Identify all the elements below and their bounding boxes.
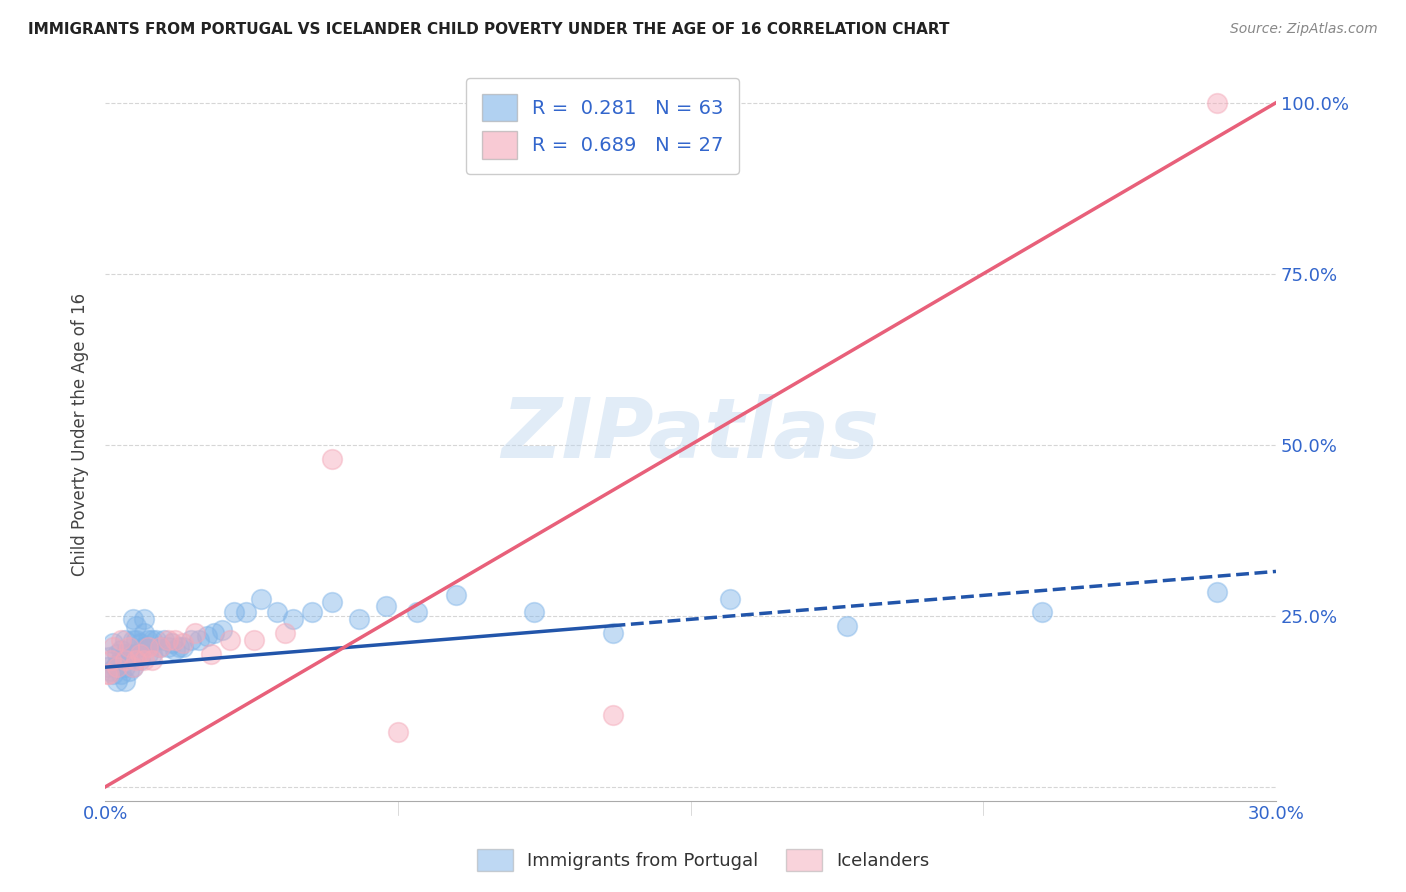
Point: [98, 649, 121, 664]
Point: [136, 640, 159, 654]
Point: [134, 612, 156, 626]
Point: [187, 632, 209, 647]
Point: [141, 647, 163, 661]
Point: [100, 664, 122, 678]
Point: [110, 667, 132, 681]
Point: [121, 660, 143, 674]
Point: [129, 647, 152, 661]
Point: [134, 640, 156, 654]
Point: [195, 629, 218, 643]
Point: [321, 451, 343, 466]
Point: [274, 626, 297, 640]
Point: [98, 667, 121, 681]
Point: [242, 632, 264, 647]
Point: [136, 647, 159, 661]
Point: [523, 606, 546, 620]
Point: [136, 632, 159, 647]
Point: [160, 636, 183, 650]
Point: [211, 623, 233, 637]
Y-axis label: Child Poverty Under the Age of 16: Child Poverty Under the Age of 16: [72, 293, 89, 576]
Point: [145, 632, 167, 647]
Point: [121, 632, 143, 647]
Point: [125, 632, 148, 647]
Point: [1206, 585, 1229, 599]
Point: [96, 660, 118, 674]
Point: [165, 632, 187, 647]
Point: [1031, 606, 1053, 620]
Point: [835, 619, 858, 633]
Point: [301, 606, 323, 620]
Point: [446, 588, 468, 602]
Point: [281, 612, 304, 626]
Point: [266, 606, 288, 620]
Point: [114, 632, 136, 647]
Point: [104, 660, 127, 674]
Point: [125, 647, 148, 661]
Point: [406, 606, 429, 620]
Point: [387, 725, 409, 739]
Point: [101, 636, 124, 650]
Point: [602, 708, 624, 723]
Point: [134, 626, 156, 640]
Point: [114, 660, 136, 674]
Point: [114, 653, 136, 667]
Point: [718, 591, 741, 606]
Point: [105, 673, 128, 688]
Point: [200, 647, 222, 661]
Point: [321, 595, 343, 609]
Point: [125, 653, 148, 667]
Point: [110, 632, 132, 647]
Point: [129, 636, 152, 650]
Point: [602, 626, 624, 640]
Point: [105, 647, 128, 661]
Legend: R =  0.281   N = 63, R =  0.689   N = 27: R = 0.281 N = 63, R = 0.689 N = 27: [467, 78, 740, 174]
Point: [121, 660, 143, 674]
Point: [375, 599, 398, 613]
Point: [165, 643, 187, 657]
Point: [172, 636, 194, 650]
Text: IMMIGRANTS FROM PORTUGAL VS ICELANDER CHILD POVERTY UNDER THE AGE OF 16 CORRELAT: IMMIGRANTS FROM PORTUGAL VS ICELANDER CH…: [28, 22, 949, 37]
Point: [141, 653, 163, 667]
Point: [152, 632, 174, 647]
Point: [204, 626, 226, 640]
Point: [110, 643, 132, 657]
Point: [169, 640, 191, 654]
Point: [105, 657, 128, 671]
Text: ZIPatlas: ZIPatlas: [502, 394, 880, 475]
Point: [117, 647, 139, 661]
Point: [101, 640, 124, 654]
Point: [149, 640, 172, 654]
Legend: Immigrants from Portugal, Icelanders: Immigrants from Portugal, Icelanders: [470, 842, 936, 879]
Point: [114, 647, 136, 661]
Point: [222, 606, 245, 620]
Point: [156, 640, 179, 654]
Point: [156, 632, 179, 647]
Point: [235, 606, 257, 620]
Point: [114, 673, 136, 688]
Point: [110, 653, 132, 667]
Point: [149, 640, 172, 654]
Point: [250, 591, 273, 606]
Point: [134, 653, 156, 667]
Point: [172, 640, 194, 654]
Point: [105, 660, 128, 674]
Point: [125, 619, 148, 633]
Point: [141, 632, 163, 647]
Text: Source: ZipAtlas.com: Source: ZipAtlas.com: [1230, 22, 1378, 37]
Point: [180, 632, 202, 647]
Point: [184, 626, 207, 640]
Point: [219, 632, 242, 647]
Point: [101, 667, 124, 681]
Point: [129, 653, 152, 667]
Point: [100, 653, 122, 667]
Point: [117, 664, 139, 678]
Point: [96, 667, 118, 681]
Point: [121, 612, 143, 626]
Point: [1206, 95, 1229, 110]
Point: [117, 640, 139, 654]
Point: [347, 612, 370, 626]
